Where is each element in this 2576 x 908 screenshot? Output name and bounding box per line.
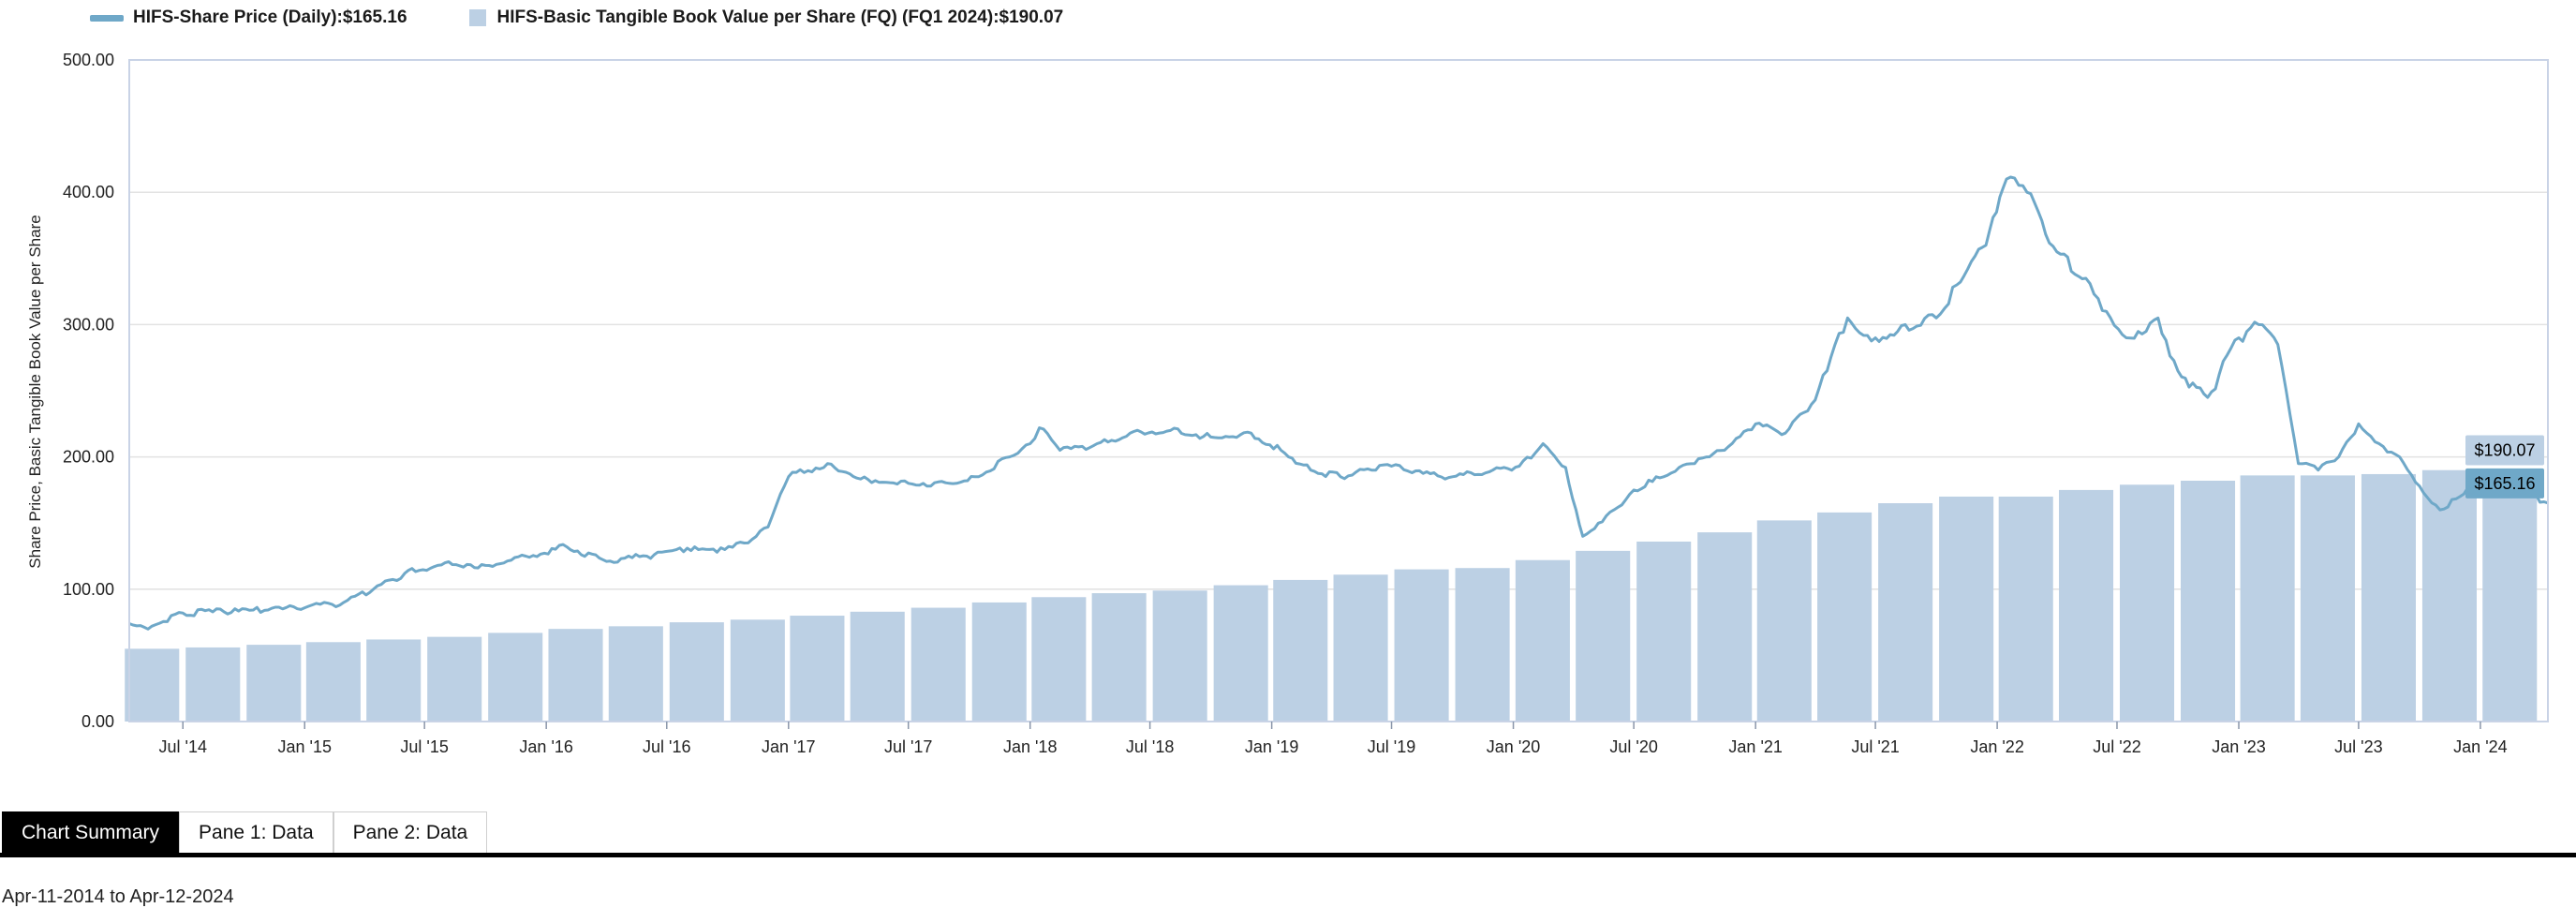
x-tick-label: Jan '16 [519,737,572,756]
y-axis-label: Share Price, Basic Tangible Book Value p… [26,215,44,569]
x-tick-label: Jan '15 [278,737,332,756]
y-tick-label: 200.00 [63,448,114,467]
book-value-bar [1998,496,2053,722]
tab-underline [0,853,2576,857]
book-value-bar [1576,550,1631,722]
x-tick-label: Jul '14 [159,737,207,756]
book-value-bar [2482,469,2538,722]
book-value-bar [1697,532,1753,722]
share-price-line [128,175,2549,631]
book-value-bar [1939,496,1994,722]
share-price-end-label: $165.16 [2474,474,2535,493]
book-value-bar [850,611,905,722]
book-value-bar [1817,512,1873,722]
x-tick-label: Jan '20 [1487,737,1540,756]
y-tick-label: 100.00 [63,580,114,599]
tab-chart-summary[interactable]: Chart Summary [2,811,180,854]
tab-pane-1-data[interactable]: Pane 1: Data [179,811,333,854]
book-value-bar [1091,593,1147,722]
x-tick-label: Jan '22 [1970,737,2023,756]
x-tick-label: Jul '22 [2093,737,2140,756]
book-value-bar [608,626,663,722]
book-value-bar [1394,569,1449,722]
x-tick-label: Jan '21 [1728,737,1782,756]
book-value-bar [669,622,724,722]
book-value-bar [2120,484,2175,722]
book-value-bar [2300,475,2355,722]
y-tick-label: 400.00 [63,183,114,201]
x-tick-label: Jan '24 [2453,737,2507,756]
book-value-bar [971,602,1027,722]
book-value-bar [427,636,482,722]
book-value-swatch [468,9,486,26]
tab-pane-2-data[interactable]: Pane 2: Data [333,811,488,854]
book-value-bar [125,648,180,722]
book-value-bar [185,647,241,722]
book-value-end-label: $190.07 [2474,441,2535,460]
book-value-bar [790,616,845,722]
book-value-bar [2181,481,2236,722]
x-tick-label: Jul '17 [884,737,932,756]
book-value-bar [305,642,361,722]
legend-book-label: HIFS-Basic Tangible Book Value per Share… [496,7,999,27]
date-range: Apr-11-2014 to Apr-12-2024 [2,886,234,907]
x-tick-label: Jul '20 [1609,737,1657,756]
book-value-bar [1455,568,1510,722]
book-value-bar [488,633,543,722]
x-tick-label: Jan '17 [762,737,815,756]
tab-bar: Chart Summary Pane 1: Data Pane 2: Data [2,811,488,854]
chart-canvas: 0.00 100.00 200.00 300.00 400.00 500.00 Jul '1… [63,51,2549,756]
legend-item-share-price[interactable]: HIFS-Share Price (Daily): $165.16 [90,7,407,28]
share-price-end-label-box [2465,468,2544,499]
book-value-bar [2058,489,2114,722]
x-tick-label: Jan '23 [2212,737,2265,756]
book-value-bar [1878,503,1933,722]
legend-price-value: $165.16 [342,7,407,27]
book-value-bar [2240,475,2295,722]
x-tick-label: Jul '18 [1126,737,1174,756]
book-value-bar [1031,597,1087,722]
book-value-bar [1333,574,1388,722]
book-value-bar [2421,469,2477,722]
share-price-swatch [90,14,124,22]
y-tick-label: 500.00 [63,51,114,69]
legend-book-value: $190.07 [999,7,1064,27]
book-value-bar [1152,590,1207,722]
book-value-bar [246,645,302,722]
x-tick-label: Jul '16 [643,737,690,756]
book-value-bar [1515,559,1570,722]
book-value-bar [1213,585,1268,722]
book-value-bar [1756,520,1812,722]
book-value-bar [730,619,785,722]
x-tick-label: Jul '19 [1368,737,1415,756]
book-value-bar [366,639,422,722]
x-tick-label: Jul '21 [1851,737,1899,756]
book-value-bar [910,607,966,722]
x-tick-label: Jul '15 [400,737,448,756]
book-value-bar [1273,579,1328,722]
book-value-end-label-box [2465,435,2544,466]
x-tick-label: Jan '18 [1003,737,1057,756]
legend-item-book-value[interactable]: HIFS-Basic Tangible Book Value per Share… [468,7,1064,28]
book-value-bar [1636,541,1692,722]
y-tick-label: 300.00 [63,315,114,334]
y-tick-label: 0.00 [81,712,114,731]
book-value-bar [548,629,603,722]
plot-frame [128,59,2549,722]
x-tick-label: Jul '23 [2334,737,2382,756]
book-value-bar [2361,473,2416,722]
legend-price-label: HIFS-Share Price (Daily): [133,7,343,27]
x-tick-label: Jan '19 [1245,737,1298,756]
chart-legend: HIFS-Share Price (Daily): $165.16 HIFS-B… [90,7,1125,28]
